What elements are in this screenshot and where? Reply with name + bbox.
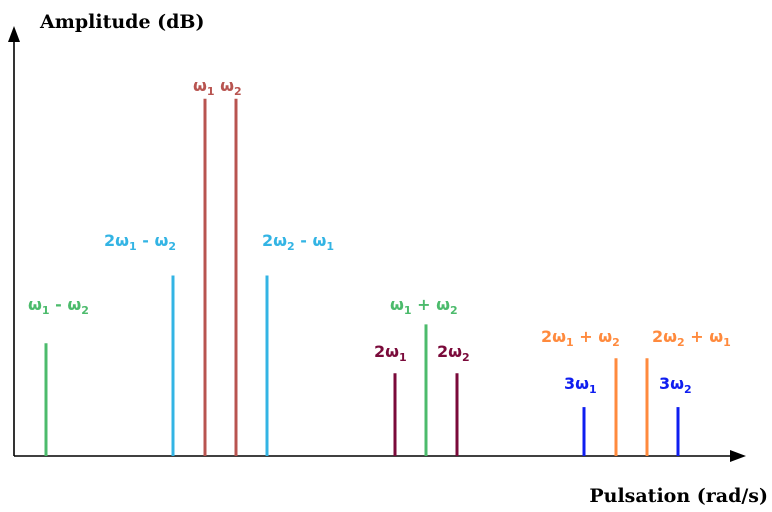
- label-2w1: 2ω1: [374, 342, 407, 364]
- y-axis-title: Amplitude (dB): [39, 11, 204, 33]
- label-3w1: 3ω1: [564, 374, 597, 396]
- label-2w2: 2ω2: [437, 342, 470, 364]
- label-w1-minus-w2: ω1 - ω2: [28, 295, 89, 317]
- line-labels: ω1 - ω2 2ω1 - ω2 ω1 ω2 2ω2 - ω1 2ω1 ω1 +…: [28, 76, 731, 396]
- label-2w2-plus-w1: 2ω2 + ω1: [652, 327, 731, 349]
- label-w1-plus-w2: ω1 + ω2: [390, 295, 458, 317]
- spectral-lines: [44, 98, 680, 456]
- label-2w1-minus-w2: 2ω1 - ω2: [104, 231, 176, 253]
- label-3w2: 3ω2: [659, 374, 692, 396]
- label-2w2-minus-w1: 2ω2 - ω1: [262, 231, 334, 253]
- x-axis-arrow: [730, 450, 746, 462]
- label-w1-w2: ω1 ω2: [193, 76, 242, 98]
- x-axis-title: Pulsation (rad/s): [589, 485, 768, 507]
- axes: [8, 26, 746, 462]
- label-2w1-plus-w2: 2ω1 + ω2: [541, 327, 620, 349]
- y-axis-arrow: [8, 26, 20, 42]
